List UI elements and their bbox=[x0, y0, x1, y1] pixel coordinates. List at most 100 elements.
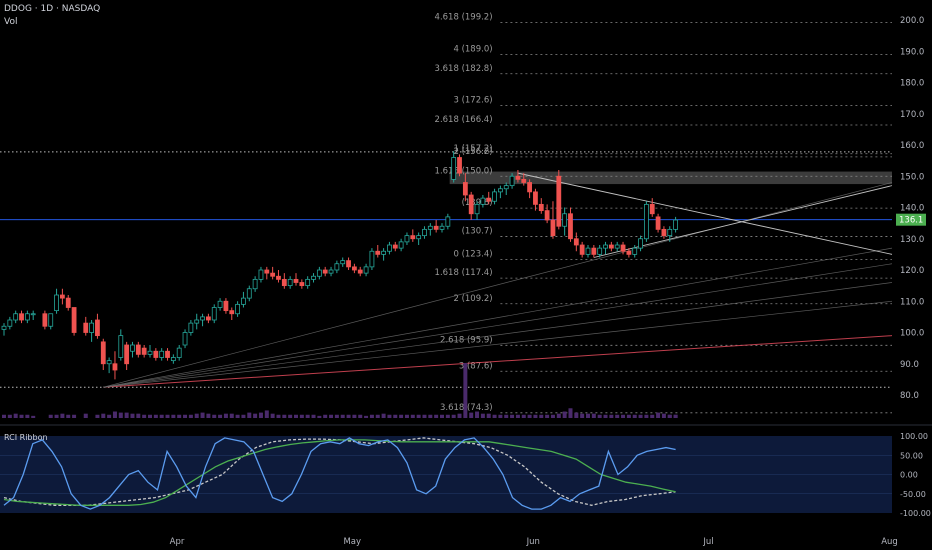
volume-bar bbox=[159, 414, 164, 418]
candle-body bbox=[287, 278, 293, 287]
candle-body bbox=[655, 216, 661, 230]
volume-bar bbox=[229, 413, 234, 418]
volume-bar bbox=[194, 413, 199, 418]
symbol-header[interactable]: DDOG · 1D · NASDAQ bbox=[4, 4, 101, 14]
fan-line-2 bbox=[103, 282, 893, 388]
fan-line-4 bbox=[103, 247, 893, 388]
volume-bar bbox=[504, 414, 509, 418]
price-tick: 80.0 bbox=[900, 391, 919, 401]
volume-bar bbox=[124, 412, 129, 418]
candle-body bbox=[673, 219, 678, 230]
volume-bar bbox=[340, 414, 345, 418]
candle-body bbox=[497, 188, 503, 193]
volume-bar bbox=[130, 413, 135, 418]
candle-body bbox=[632, 247, 638, 255]
candle-body bbox=[316, 269, 322, 277]
rci-tick: 50.00 bbox=[900, 451, 923, 460]
candle-body bbox=[533, 191, 538, 205]
volume-bar bbox=[428, 414, 433, 418]
volume-bar bbox=[650, 414, 655, 418]
volume-bar bbox=[352, 414, 357, 418]
candle-body bbox=[363, 266, 369, 274]
volume-bar bbox=[615, 414, 620, 418]
candle-body bbox=[200, 316, 205, 321]
candle-body bbox=[556, 175, 562, 227]
candle-body bbox=[182, 332, 188, 346]
volume-bar bbox=[416, 414, 421, 418]
candle-body bbox=[159, 350, 165, 358]
candle-body bbox=[340, 260, 346, 265]
volume-bar bbox=[118, 412, 123, 418]
volume-bar bbox=[148, 414, 152, 418]
volume-bar bbox=[19, 414, 24, 418]
candle-body bbox=[404, 235, 410, 243]
candle-body bbox=[65, 297, 71, 308]
price-tick: 120.0 bbox=[900, 266, 924, 276]
volume-bar bbox=[393, 414, 398, 418]
volume-bar bbox=[586, 413, 590, 418]
volume-bar bbox=[107, 414, 112, 418]
volume-bar bbox=[626, 414, 631, 418]
volume-bar bbox=[369, 414, 374, 418]
candle-body bbox=[276, 275, 281, 280]
candle-body bbox=[427, 225, 433, 230]
volume-bar bbox=[153, 414, 158, 418]
candle-body bbox=[568, 213, 573, 240]
volume-bar bbox=[299, 414, 304, 418]
volume-bar bbox=[288, 414, 293, 418]
volume-bar bbox=[545, 414, 550, 418]
fan-line-5 bbox=[103, 182, 893, 388]
volume-bar bbox=[317, 415, 322, 418]
volume-bar bbox=[183, 414, 188, 418]
candle-body bbox=[445, 216, 451, 227]
fib-label-0: 4.618 (199.2) bbox=[435, 13, 493, 23]
volume-layer bbox=[2, 363, 678, 418]
fib-label-4: 2.618 (166.4) bbox=[435, 115, 493, 125]
candle-body bbox=[649, 203, 655, 215]
candle-body bbox=[492, 191, 497, 202]
volume-bar bbox=[609, 414, 614, 418]
volume-bar bbox=[375, 414, 380, 418]
candle-body bbox=[124, 344, 130, 365]
candle-body bbox=[188, 322, 194, 333]
fib-label-13: 2.618 (95.9) bbox=[440, 335, 493, 345]
candle-body bbox=[608, 244, 614, 249]
candle-body bbox=[217, 300, 223, 308]
volume-bar bbox=[591, 413, 596, 418]
volume-bar bbox=[638, 414, 643, 418]
fib-label-7: 1.618 (150.0) bbox=[435, 166, 493, 176]
volume-bar bbox=[550, 414, 555, 418]
volume-bar bbox=[25, 414, 30, 418]
volume-bar bbox=[364, 415, 369, 418]
volume-bar bbox=[358, 414, 363, 418]
volume-bar bbox=[667, 414, 672, 418]
volume-bar bbox=[381, 413, 386, 418]
candle-body bbox=[270, 272, 276, 277]
volume-bar bbox=[404, 414, 409, 418]
volume-bar bbox=[212, 414, 217, 418]
volume-bar bbox=[498, 414, 503, 418]
volume-bar bbox=[48, 414, 53, 418]
fib-label-5: 2 (156.2) bbox=[453, 147, 492, 157]
candle-body bbox=[544, 210, 550, 221]
volume-bar bbox=[171, 414, 176, 418]
candle-body bbox=[83, 322, 89, 333]
candle-body bbox=[89, 322, 94, 333]
candle-body bbox=[521, 178, 527, 183]
candle-body bbox=[48, 313, 54, 327]
volume-bar bbox=[475, 411, 480, 418]
candle-body bbox=[19, 313, 24, 321]
volume-bar bbox=[31, 415, 36, 418]
volume-bar bbox=[621, 414, 626, 418]
volume-bar bbox=[556, 413, 561, 418]
candle-body bbox=[626, 250, 632, 255]
volume-bar bbox=[527, 414, 532, 418]
candle-body bbox=[165, 350, 170, 358]
volume-bar bbox=[457, 413, 462, 418]
volume-bar bbox=[486, 413, 491, 418]
candle-body bbox=[579, 244, 585, 255]
volume-bar bbox=[253, 413, 258, 418]
volume-bar bbox=[399, 414, 404, 418]
candle-body bbox=[585, 247, 591, 255]
